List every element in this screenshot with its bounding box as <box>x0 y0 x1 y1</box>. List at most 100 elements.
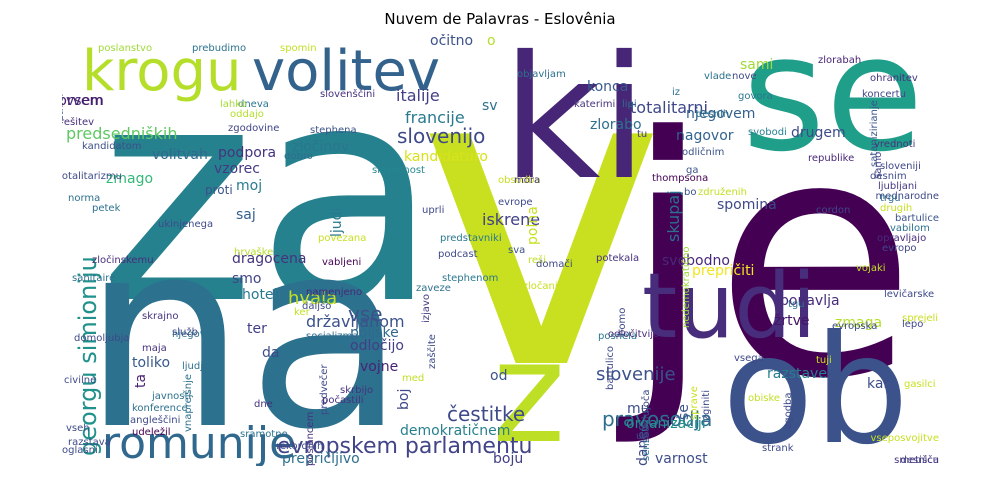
word-166: bartulico <box>605 345 616 390</box>
word-46: odločijo <box>350 338 404 354</box>
word-185: konference <box>132 403 188 414</box>
word-33: skupaj <box>664 190 683 242</box>
word-30: moj <box>236 178 263 194</box>
word-67: drugem <box>791 125 846 141</box>
word-102: govora <box>738 91 773 102</box>
word-84: lahko <box>220 99 247 110</box>
word-121: vojaki <box>856 263 886 274</box>
word-97: iz <box>672 87 681 98</box>
word-64: varnost <box>655 451 708 466</box>
word-154: lepo <box>902 319 924 330</box>
word-89: kandidatom <box>82 141 142 152</box>
word-157: ker <box>294 307 310 318</box>
word-37: hoteli <box>242 287 282 303</box>
word-18: totalitarni <box>630 98 708 117</box>
word-39: državljanom <box>306 312 405 331</box>
word-59: kar <box>867 376 890 392</box>
word-179: obiske <box>748 393 781 404</box>
word-123: thompsona <box>652 173 709 184</box>
word-114: mednarodne <box>875 191 939 202</box>
word-98: desnih <box>696 109 730 120</box>
word-165: odločitvijo <box>608 329 660 340</box>
word-184: vseh <box>66 423 90 434</box>
word-8: krogu <box>82 39 242 104</box>
word-7: z <box>492 312 566 466</box>
word-55: žrtve <box>774 313 810 329</box>
word-188: udeležil <box>132 427 171 438</box>
word-146: zaveze <box>416 283 451 294</box>
word-187: dne <box>254 399 273 410</box>
word-13: evropskem parlamentu <box>277 434 533 459</box>
word-10: tudi <box>642 254 817 359</box>
word-75: sv <box>482 98 498 114</box>
word-141: domači <box>536 259 573 270</box>
word-136: predstavniki <box>440 233 502 244</box>
word-112: desnim <box>870 171 907 182</box>
word-21: predsedniških <box>66 124 178 143</box>
word-11: romunije <box>102 418 297 466</box>
word-71: očitno <box>430 34 474 49</box>
word-128: obsodba <box>498 175 541 186</box>
word-183: počastili <box>322 395 364 406</box>
word-9: volitev <box>252 39 441 104</box>
word-52: prepričljivo <box>282 451 360 466</box>
word-38: hvala <box>288 288 338 309</box>
word-47: vojne <box>360 359 399 375</box>
word-34: spomina <box>717 197 777 213</box>
word-58: razstave <box>767 366 827 382</box>
word-91: norma <box>68 193 101 204</box>
word-104: ohranitev <box>870 73 918 84</box>
word-117: bartulice <box>894 213 939 224</box>
word-164: maja <box>142 343 167 354</box>
word-81: slovenščini <box>320 89 376 100</box>
word-152: sprejeli <box>902 313 939 324</box>
word-35: dragocena <box>232 251 307 267</box>
word-69: konca <box>587 79 629 95</box>
word-107: svobodi <box>748 127 787 138</box>
word-54: prepričiti <box>692 263 755 279</box>
word-134: povezana <box>318 233 367 244</box>
word-19: italije <box>396 86 440 105</box>
word-74: prvem <box>62 93 104 109</box>
word-88: dobro <box>284 151 313 162</box>
word-158: namenjeno <box>306 287 363 298</box>
word-162: zaščite <box>427 334 438 369</box>
word-66: nagovor <box>676 128 734 144</box>
word-42: toliko <box>132 355 171 371</box>
word-76: polna <box>525 206 541 245</box>
word-126: bo <box>684 187 697 198</box>
word-133: hrvaške <box>234 247 274 258</box>
word-53: svobodno <box>662 253 730 269</box>
word-198: smetišču <box>894 455 939 466</box>
word-199: zloglasni <box>62 445 98 456</box>
word-125: združenih <box>698 187 747 198</box>
word-61: mu <box>627 401 650 417</box>
word-118: vabilom <box>890 223 930 234</box>
word-50: demokratičnem <box>400 423 511 439</box>
word-135: podcast <box>438 249 478 260</box>
word-153: evropska <box>832 321 878 332</box>
word-127: evrope <box>498 197 533 208</box>
word-28: proti <box>205 183 233 197</box>
word-132: ukinjenega <box>158 219 214 230</box>
word-119: opravljajo <box>877 233 927 244</box>
word-105: koncertu <box>862 89 906 100</box>
word-16: pravosodja <box>602 407 713 431</box>
word-190: sramotno <box>240 429 288 440</box>
word-85: rešitev <box>62 117 95 128</box>
word-177: sprave <box>689 386 700 420</box>
word-137: zločinskemu <box>92 255 154 266</box>
word-5: se <box>742 34 924 187</box>
word-22: volitvah <box>152 147 208 163</box>
word-101: nove <box>732 71 757 82</box>
word-43: ta <box>133 373 149 388</box>
word-113: ljubljani <box>878 181 918 192</box>
word-192: posiancem <box>305 411 316 466</box>
word-142: potekala <box>596 253 640 264</box>
word-20: francije <box>405 108 465 127</box>
word-86: zgodovine <box>228 123 280 134</box>
word-159: njegov <box>172 329 206 340</box>
chart-title: Nuvem de Palavras - Eslovênia <box>384 10 616 28</box>
word-122: cordon <box>816 205 851 216</box>
word-180: gasilci <box>904 379 936 390</box>
